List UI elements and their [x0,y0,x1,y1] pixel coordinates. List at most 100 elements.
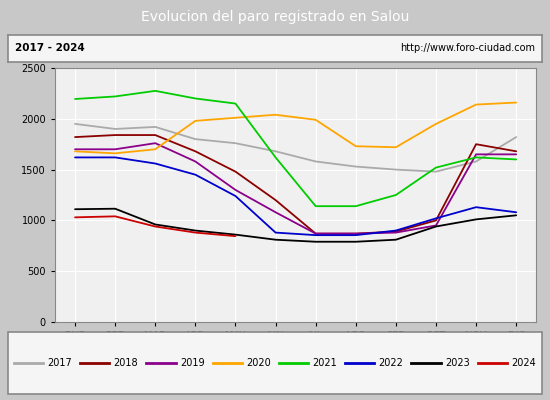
2023 [393,237,399,242]
2019 [393,230,399,235]
2022 [272,230,279,235]
2024 [72,215,78,220]
2017 [433,169,439,174]
2021 [192,96,199,101]
Text: http://www.foro-ciudad.com: http://www.foro-ciudad.com [400,43,535,53]
2023 [513,213,520,218]
2022 [192,172,199,177]
2017 [312,159,319,164]
2019 [473,152,480,157]
2023 [473,217,480,222]
2021 [353,204,359,208]
Line: 2017: 2017 [75,124,516,172]
2020 [232,115,239,120]
Text: 2019: 2019 [180,358,205,368]
Text: Evolucion del paro registrado en Salou: Evolucion del paro registrado en Salou [141,10,409,24]
2023 [152,222,158,227]
2019 [312,231,319,236]
2023 [312,239,319,244]
2022 [433,216,439,221]
2020 [272,112,279,117]
2018 [192,149,199,154]
Line: 2018: 2018 [75,135,516,234]
2021 [312,204,319,208]
2022 [473,205,480,210]
Text: 2024: 2024 [512,358,536,368]
Text: 2020: 2020 [246,358,271,368]
2022 [312,233,319,238]
2017 [152,124,158,129]
2022 [513,210,520,215]
2018 [152,133,158,138]
2022 [393,228,399,233]
2018 [433,218,439,223]
2019 [433,223,439,228]
Line: 2022: 2022 [75,158,516,235]
2024 [232,234,239,238]
2022 [232,194,239,198]
2018 [353,231,359,236]
2018 [393,229,399,234]
2020 [112,151,118,156]
Line: 2020: 2020 [75,102,516,153]
2021 [232,101,239,106]
2021 [433,165,439,170]
2020 [513,100,520,105]
2021 [112,94,118,99]
2018 [272,198,279,202]
2022 [152,161,158,166]
2020 [312,118,319,122]
2019 [152,141,158,146]
Text: 2017 - 2024: 2017 - 2024 [15,43,84,53]
Line: 2024: 2024 [75,216,235,236]
2021 [72,96,78,101]
Text: 2022: 2022 [379,358,404,368]
2023 [112,206,118,211]
2019 [232,188,239,192]
Text: 2018: 2018 [113,358,138,368]
2018 [72,135,78,140]
2019 [353,231,359,236]
2018 [112,133,118,138]
2018 [513,149,520,154]
2017 [72,122,78,126]
FancyBboxPatch shape [8,332,542,394]
2017 [192,137,199,142]
2020 [353,144,359,149]
2018 [312,231,319,236]
2023 [192,228,199,233]
2019 [112,147,118,152]
2017 [513,135,520,140]
2023 [353,239,359,244]
2017 [353,164,359,169]
Text: 2021: 2021 [312,358,337,368]
2020 [473,102,480,107]
2024 [112,214,118,219]
2022 [72,155,78,160]
Text: 2017: 2017 [47,358,72,368]
2017 [473,159,480,164]
2017 [393,167,399,172]
2022 [353,233,359,238]
Line: 2019: 2019 [75,143,516,234]
2024 [192,230,199,235]
Line: 2023: 2023 [75,209,516,242]
2023 [272,237,279,242]
2024 [152,224,158,229]
2022 [112,155,118,160]
2020 [72,149,78,154]
2021 [513,157,520,162]
2023 [72,207,78,212]
Text: 2023: 2023 [445,358,470,368]
2021 [393,193,399,198]
2023 [433,224,439,229]
2018 [232,169,239,174]
2020 [393,145,399,150]
2017 [272,149,279,154]
2018 [473,142,480,146]
2019 [192,159,199,164]
2017 [112,126,118,131]
2021 [473,155,480,160]
2021 [152,88,158,93]
2020 [433,122,439,126]
